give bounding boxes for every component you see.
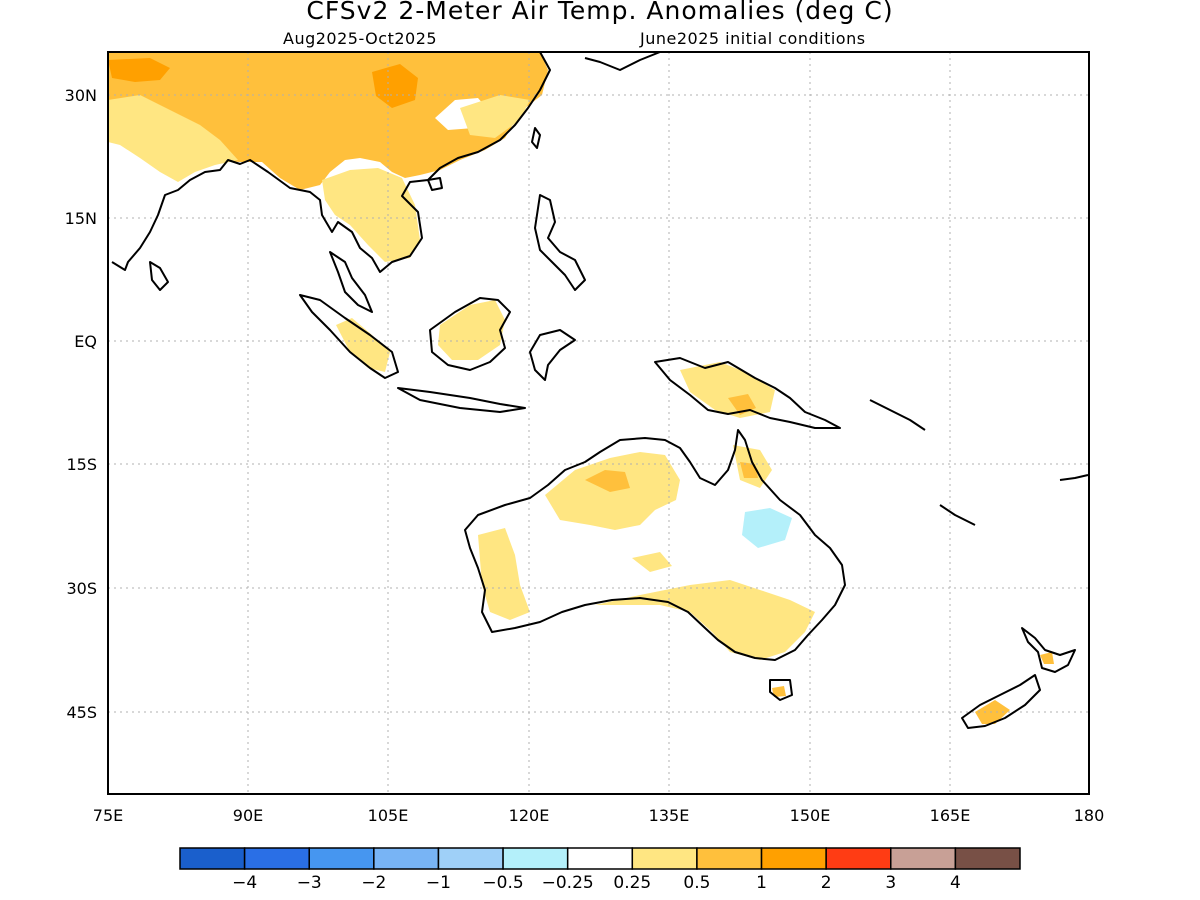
- colorbar-label: 2: [821, 873, 832, 893]
- anomaly-region-central-australia: [632, 552, 672, 572]
- map-title: CFSv2 2-Meter Air Temp. Anomalies (deg C…: [306, 0, 894, 25]
- x-tick-label: 120E: [509, 806, 550, 825]
- coastline-tasmania: [769, 679, 793, 701]
- coastline-india-sri-lanka: [149, 261, 169, 291]
- colorbar-swatch: [890, 847, 957, 870]
- colorbar-label: −1: [426, 873, 451, 893]
- y-tick-label: 45S: [66, 703, 97, 722]
- x-tick-label: 165E: [930, 806, 971, 825]
- map-gridlines: [108, 52, 1089, 794]
- coastline-taiwan: [531, 127, 541, 149]
- anomaly-region-sumatra: [336, 318, 390, 372]
- coastline-java: [397, 387, 526, 413]
- colorbar-swatch: [437, 847, 504, 870]
- colorbar-swatch: [308, 847, 375, 870]
- anomaly-fields: [108, 52, 1054, 724]
- colorbar: −4 −3 −2 −1 −0.5 −0.25 0.25 0.5 1 2 3 4: [179, 847, 1021, 893]
- colorbar-label: 4: [950, 873, 961, 893]
- anomaly-region-new-guinea: [680, 362, 775, 418]
- x-tick-label: 150E: [790, 806, 831, 825]
- colorbar-label: 3: [885, 873, 896, 893]
- map-frame: [107, 51, 1090, 795]
- anomaly-region-new-zealand-north: [1040, 652, 1054, 664]
- coastline-malay-peninsula: [329, 251, 373, 313]
- colorbar-label: −3: [297, 873, 322, 893]
- y-tick-label: 15S: [66, 455, 97, 474]
- x-tick-label: 90E: [233, 806, 263, 825]
- colorbar-label: −2: [361, 873, 386, 893]
- x-tick-label: 75E: [93, 806, 123, 825]
- coastlines: [111, 52, 1089, 729]
- anomaly-region-borneo: [438, 300, 505, 360]
- x-tick-label: 105E: [368, 806, 409, 825]
- anomaly-region-asia-light: [108, 95, 238, 182]
- coastline-vanuatu-fiji: [939, 474, 1089, 526]
- y-tick-label: 15N: [65, 209, 97, 228]
- coastline-australia: [464, 429, 846, 661]
- y-axis-ticks: 30N 15N EQ 15S 30S 45S: [65, 86, 97, 722]
- anomaly-region-asia-strong: [108, 58, 170, 82]
- x-axis-ticks: 75E 90E 105E 120E 135E 150E 165E 180: [93, 806, 1105, 825]
- coastline-sumatra: [299, 294, 399, 379]
- colorbar-label: −4: [232, 873, 257, 893]
- coastline-solomon: [869, 399, 926, 431]
- coastline-new-guinea: [654, 357, 841, 429]
- colorbar-swatch: [502, 847, 569, 870]
- anomaly-region-southeast-australia: [595, 580, 815, 660]
- colorbar-swatch: [631, 847, 698, 870]
- coastline-philippines: [534, 194, 586, 291]
- anomaly-region-tasmania: [772, 686, 786, 697]
- coastline-asia: [111, 52, 551, 273]
- anomaly-region-china-light: [460, 95, 530, 138]
- colorbar-swatch: [179, 847, 246, 870]
- colorbar-label: −0.25: [542, 873, 594, 893]
- colorbar-swatch: [696, 847, 763, 870]
- y-tick-label: EQ: [74, 332, 97, 351]
- colorbar-swatch: [373, 847, 440, 870]
- anomaly-region-australia-north-strong: [585, 470, 630, 492]
- anomaly-region-new-zealand: [975, 700, 1010, 724]
- colorbar-swatch: [566, 847, 634, 870]
- coastline-borneo: [429, 297, 511, 371]
- anomaly-region-australia-cool: [742, 508, 792, 548]
- colorbar-label: −0.5: [482, 873, 523, 893]
- coastline-sulawesi: [529, 329, 576, 381]
- anomaly-region-indochina: [322, 168, 420, 262]
- y-tick-label: 30N: [65, 86, 97, 105]
- colorbar-label: 0.25: [613, 873, 651, 893]
- coastline-new-zealand-north: [1021, 627, 1076, 673]
- y-tick-label: 30S: [66, 579, 97, 598]
- colorbar-label: 1: [756, 873, 767, 893]
- coastline-new-zealand-south: [961, 674, 1041, 729]
- x-tick-label: 180: [1074, 806, 1105, 825]
- x-tick-label: 135E: [649, 806, 690, 825]
- colorbar-swatch: [954, 847, 1021, 870]
- map-subtitle-period: Aug2025-Oct2025: [283, 29, 438, 48]
- map-subtitle-initial-conditions: June2025 initial conditions: [640, 29, 866, 48]
- coastline-hainan: [427, 177, 443, 191]
- colorbar-swatch: [243, 847, 310, 870]
- colorbar-swatch: [825, 847, 892, 870]
- anomaly-region-western-australia: [478, 528, 530, 620]
- colorbar-swatch: [760, 847, 827, 870]
- coastline-japan: [584, 52, 661, 71]
- colorbar-label: 0.5: [683, 873, 710, 893]
- anomaly-region-tibet-strong: [372, 64, 418, 108]
